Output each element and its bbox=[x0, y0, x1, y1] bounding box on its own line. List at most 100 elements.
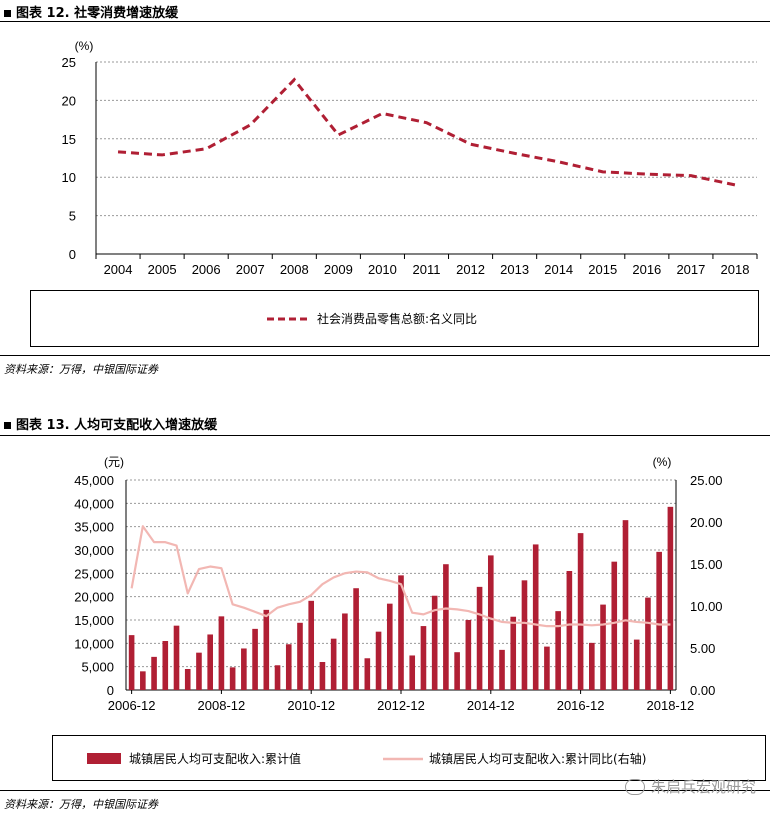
income-bar bbox=[589, 642, 595, 690]
x-tick-label: 2011 bbox=[413, 262, 441, 277]
figure-12-title: 图表 12. 社零消费增速放缓 bbox=[4, 2, 178, 21]
income-bar bbox=[454, 652, 460, 690]
income-bar bbox=[330, 638, 337, 690]
x-tick-label: 2006 bbox=[192, 262, 221, 277]
x-tick-label: 2010 bbox=[368, 262, 397, 277]
y-left-tick-label: 45,000 bbox=[74, 473, 114, 488]
figure-13-source: 资料来源：万得，中银国际证券 bbox=[4, 798, 158, 811]
y-right-tick-label: 25.00 bbox=[690, 473, 723, 488]
income-bar bbox=[128, 635, 135, 690]
x-tick-label: 2008-12 bbox=[198, 698, 246, 713]
x-tick-label: 2016 bbox=[632, 262, 661, 277]
chart-disposable-income: 0 5,000 10,000 15,000 20,000 25,000 30,000 35,0… bbox=[74, 455, 723, 713]
income-bar bbox=[420, 626, 427, 690]
income-bar bbox=[285, 644, 292, 690]
legend-label-retail-sales: 社会消费品零售总额:名义同比 bbox=[317, 312, 478, 326]
income-bar bbox=[656, 551, 662, 690]
x-tick-label: 2018-12 bbox=[647, 698, 695, 713]
y-right-tick-label: 15.00 bbox=[690, 557, 723, 572]
income-bar bbox=[521, 580, 528, 690]
x-tick-label: 2008 bbox=[280, 262, 309, 277]
income-bar bbox=[184, 669, 191, 690]
legend-item-income-yoy: 城镇居民人均可支配收入:累计同比(右轴) bbox=[383, 750, 646, 767]
y-right-tick-label: 10.00 bbox=[690, 599, 723, 614]
x-tick-label: 2015 bbox=[588, 262, 617, 277]
income-bar bbox=[443, 564, 449, 690]
y-left-tick-label: 20,000 bbox=[74, 590, 114, 605]
income-bar bbox=[252, 628, 258, 690]
income-bar bbox=[140, 671, 146, 690]
income-bar bbox=[555, 611, 561, 690]
income-bar bbox=[600, 604, 606, 690]
x-tick-label: 2016-12 bbox=[557, 698, 605, 713]
x-tick-label: 2007 bbox=[236, 262, 265, 277]
y-tick-label: 20 bbox=[62, 93, 76, 108]
legend-line-swatch bbox=[383, 757, 423, 760]
income-bar bbox=[431, 595, 438, 690]
income-bar bbox=[218, 616, 225, 690]
y-tick-label: 5 bbox=[69, 209, 76, 224]
y-left-tick-label: 15,000 bbox=[74, 613, 114, 628]
legend-label-income-yoy: 城镇居民人均可支配收入:累计同比(右轴) bbox=[429, 752, 647, 766]
income-bar bbox=[207, 634, 213, 690]
income-bar bbox=[577, 533, 584, 690]
figure-12-bottom-rule bbox=[0, 355, 770, 356]
income-bar bbox=[342, 613, 348, 690]
y-left-tick-label: 25,000 bbox=[74, 566, 114, 581]
income-bar bbox=[263, 609, 270, 690]
y-tick-label: 0 bbox=[69, 247, 76, 262]
figure-12-title-text: 图表 12. 社零消费增速放缓 bbox=[16, 6, 179, 21]
x-tick-label: 2014-12 bbox=[467, 698, 515, 713]
income-bar bbox=[162, 641, 169, 690]
y-tick-label: 10 bbox=[62, 170, 76, 185]
y-right-tick-label: 0.00 bbox=[690, 683, 715, 698]
chat-bubble-icon bbox=[624, 778, 645, 795]
chart-retail-sales-growth: 0 5 10 15 20 25 (%) 2004 2005 2006 2007 2008 2009 201… bbox=[62, 39, 758, 277]
legend-item-income-cumulative: 城镇居民人均可支配收入:累计值 bbox=[87, 750, 301, 767]
income-bar bbox=[611, 561, 618, 690]
x-tick-label: 2005 bbox=[148, 262, 177, 277]
income-bar bbox=[241, 648, 247, 690]
income-bar bbox=[476, 586, 483, 690]
x-tick-label: 2012-12 bbox=[377, 698, 425, 713]
income-bar bbox=[667, 506, 674, 690]
income-bar bbox=[645, 597, 651, 690]
x-tick-label: 2014 bbox=[544, 262, 573, 277]
legend-item-retail-sales: 社会消费品零售总额:名义同比 bbox=[267, 310, 477, 327]
chart-1-legend: 社会消费品零售总额:名义同比 bbox=[30, 290, 759, 347]
bullet-square-icon bbox=[4, 10, 11, 17]
income-bar bbox=[196, 652, 202, 690]
income-bar bbox=[633, 639, 640, 690]
income-bar bbox=[274, 665, 281, 690]
x-tick-label: 2010-12 bbox=[287, 698, 335, 713]
figure-13-title-text: 图表 13. 人均可支配收入增速放缓 bbox=[16, 418, 218, 433]
x-tick-label: 2018 bbox=[721, 262, 750, 277]
income-bar bbox=[297, 622, 303, 690]
legend-bar-swatch bbox=[87, 753, 121, 764]
figure-13-bottom-rule bbox=[0, 790, 770, 791]
y-left-tick-label: 35,000 bbox=[74, 520, 114, 535]
figure-12-top-rule bbox=[0, 21, 770, 22]
income-bar bbox=[173, 625, 180, 690]
x-tick-label: 2017 bbox=[676, 262, 705, 277]
legend-label-income-cumulative: 城镇居民人均可支配收入:累计值 bbox=[129, 752, 302, 766]
y-tick-label: 15 bbox=[62, 132, 76, 147]
y-right-unit-label: (%) bbox=[653, 455, 672, 469]
x-tick-label: 2004 bbox=[104, 262, 133, 277]
income-bar bbox=[353, 588, 359, 690]
y-tick-label: 25 bbox=[62, 55, 76, 70]
x-tick-label: 2009 bbox=[324, 262, 353, 277]
watermark-text: 朱启兵宏观研究 bbox=[650, 778, 756, 796]
legend-dashed-line-swatch bbox=[267, 317, 311, 320]
income-bar bbox=[375, 631, 382, 690]
series-line-retail-sales bbox=[117, 77, 736, 187]
income-bar bbox=[532, 544, 539, 690]
income-bar bbox=[151, 656, 157, 690]
income-bar bbox=[510, 616, 517, 690]
y-left-tick-label: 40,000 bbox=[74, 496, 114, 511]
chart-2-legend: 城镇居民人均可支配收入:累计值 城镇居民人均可支配收入:累计同比(右轴) bbox=[52, 735, 766, 781]
figure-13-top-rule bbox=[0, 435, 770, 436]
income-bar bbox=[544, 646, 550, 690]
y-right-tick-label: 20.00 bbox=[690, 515, 723, 530]
y-left-tick-label: 30,000 bbox=[74, 543, 114, 558]
